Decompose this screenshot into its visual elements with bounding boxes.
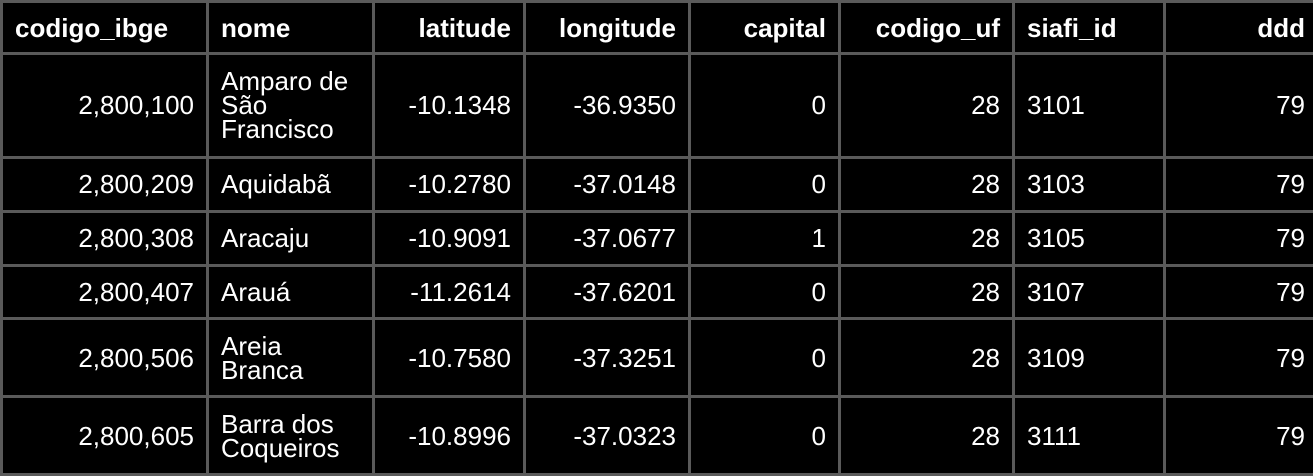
- cell-nome: Aracaju: [206, 209, 375, 267]
- cell-codigo-ibge: 2,800,100: [0, 52, 209, 159]
- cell-longitude: -37.0323: [523, 395, 691, 476]
- cell-latitude: -11.2614: [372, 263, 526, 321]
- column-header: nome: [206, 0, 375, 55]
- cell-codigo-ibge: 2,800,308: [0, 209, 209, 267]
- table-row: 2,800,308 Aracaju -10.9091 -37.0677 1 28…: [0, 209, 1313, 267]
- header-row: codigo_ibge nome latitude longitude capi…: [0, 0, 1313, 55]
- column-header: longitude: [523, 0, 691, 55]
- cell-capital: 0: [688, 317, 841, 399]
- cell-siafi-id: 3103: [1012, 155, 1166, 213]
- cell-nome: Areia Branca: [206, 317, 375, 399]
- cell-longitude: -37.0148: [523, 155, 691, 213]
- cell-ddd: 79: [1163, 209, 1313, 267]
- column-header: capital: [688, 0, 841, 55]
- cell-latitude: -10.7580: [372, 317, 526, 399]
- cell-capital: 1: [688, 209, 841, 267]
- cell-capital: 0: [688, 263, 841, 321]
- cell-codigo-uf: 28: [838, 263, 1015, 321]
- cell-ddd: 79: [1163, 317, 1313, 399]
- table-row: 2,800,100 Amparo de São Francisco -10.13…: [0, 52, 1313, 159]
- cell-longitude: -37.0677: [523, 209, 691, 267]
- column-header: codigo_uf: [838, 0, 1015, 55]
- cell-longitude: -37.6201: [523, 263, 691, 321]
- cell-siafi-id: 3101: [1012, 52, 1166, 159]
- cell-latitude: -10.9091: [372, 209, 526, 267]
- cell-latitude: -10.2780: [372, 155, 526, 213]
- cell-capital: 0: [688, 52, 841, 159]
- cell-codigo-ibge: 2,800,605: [0, 395, 209, 476]
- cell-siafi-id: 3109: [1012, 317, 1166, 399]
- table-row: 2,800,209 Aquidabã -10.2780 -37.0148 0 2…: [0, 155, 1313, 213]
- cell-latitude: -10.8996: [372, 395, 526, 476]
- cell-longitude: -37.3251: [523, 317, 691, 399]
- cell-codigo-uf: 28: [838, 395, 1015, 476]
- cell-codigo-uf: 28: [838, 317, 1015, 399]
- cell-capital: 0: [688, 395, 841, 476]
- cell-ddd: 79: [1163, 395, 1313, 476]
- cell-latitude: -10.1348: [372, 52, 526, 159]
- cell-codigo-ibge: 2,800,506: [0, 317, 209, 399]
- cell-codigo-uf: 28: [838, 52, 1015, 159]
- table-row: 2,800,506 Areia Branca -10.7580 -37.3251…: [0, 317, 1313, 399]
- cell-codigo-uf: 28: [838, 155, 1015, 213]
- cell-longitude: -36.9350: [523, 52, 691, 159]
- cell-codigo-ibge: 2,800,407: [0, 263, 209, 321]
- column-header: ddd: [1163, 0, 1313, 55]
- cell-ddd: 79: [1163, 263, 1313, 321]
- cell-siafi-id: 3105: [1012, 209, 1166, 267]
- column-header: codigo_ibge: [0, 0, 209, 55]
- cell-ddd: 79: [1163, 155, 1313, 213]
- cell-ddd: 79: [1163, 52, 1313, 159]
- cell-nome: Aquidabã: [206, 155, 375, 213]
- cell-nome: Arauá: [206, 263, 375, 321]
- cell-siafi-id: 3111: [1012, 395, 1166, 476]
- cell-nome: Amparo de São Francisco: [206, 52, 375, 159]
- column-header: latitude: [372, 0, 526, 55]
- table-row: 2,800,605 Barra dos Coqueiros -10.8996 -…: [0, 395, 1313, 476]
- cell-siafi-id: 3107: [1012, 263, 1166, 321]
- cell-nome: Barra dos Coqueiros: [206, 395, 375, 476]
- column-header: siafi_id: [1012, 0, 1166, 55]
- cell-capital: 0: [688, 155, 841, 213]
- cell-codigo-ibge: 2,800,209: [0, 155, 209, 213]
- table-row: 2,800,407 Arauá -11.2614 -37.6201 0 28 3…: [0, 263, 1313, 321]
- cell-codigo-uf: 28: [838, 209, 1015, 267]
